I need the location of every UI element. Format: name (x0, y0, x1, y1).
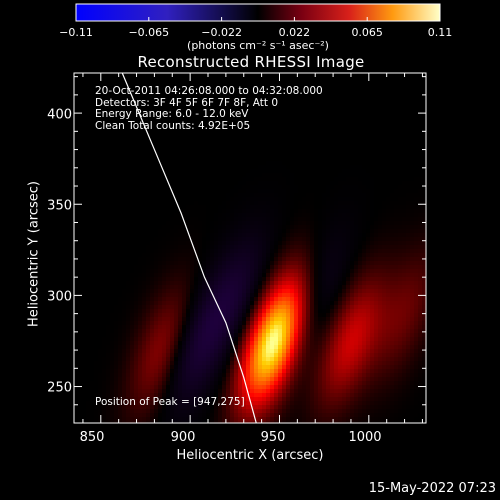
colorbar-ticks (75, 17, 441, 21)
x-axis-label: Heliocentric X (arcsec) (176, 448, 324, 463)
y-tick-label: 250 (47, 380, 72, 396)
colorbar-tick-label: −0.022 (201, 26, 242, 39)
clean-counts-text: Clean Total counts: 4.92E+05 (95, 119, 251, 132)
x-tick-label: 1000 (348, 430, 382, 445)
footer-date: 15-May-2022 07:23 (368, 481, 496, 496)
solar-limb-curve (121, 73, 257, 423)
colorbar-units: (photons cm⁻² s⁻¹ asec⁻²) (187, 39, 329, 52)
colorbar-tick-label: −0.065 (128, 26, 170, 39)
colorbar (75, 3, 441, 22)
axis-ticks (74, 73, 426, 424)
energy-range-text: Energy Range: 6.0 - 12.0 keV (95, 108, 249, 120)
time-range-text: 20-Oct-2011 04:26:08.000 to 04:32:08.000 (95, 85, 323, 97)
peak-position-text: Position of Peak = [947,275] (95, 396, 245, 408)
y-axis-label: Heliocentric Y (arcsec) (26, 181, 42, 327)
colorbar-tick-label: 0.022 (278, 26, 311, 39)
y-tick-label: 350 (47, 198, 72, 214)
detectors-text: Detectors: 3F 4F 5F 6F 7F 8F, Att 0 (95, 96, 279, 109)
heatmap-image (74, 73, 426, 423)
chart-title: Reconstructed RHESSI Image (137, 53, 365, 71)
x-tick-label: 950 (260, 430, 286, 445)
x-tick-label: 850 (79, 430, 105, 445)
y-tick-label: 300 (47, 289, 72, 305)
colorbar-tick-label: 0.065 (351, 26, 383, 39)
colorbar-tick-label: −0.11 (59, 26, 93, 39)
plot-frame (73, 72, 427, 424)
colorbar-tick-label: 0.11 (427, 26, 453, 39)
y-tick-label: 400 (47, 107, 72, 123)
x-tick-label: 900 (170, 430, 196, 445)
